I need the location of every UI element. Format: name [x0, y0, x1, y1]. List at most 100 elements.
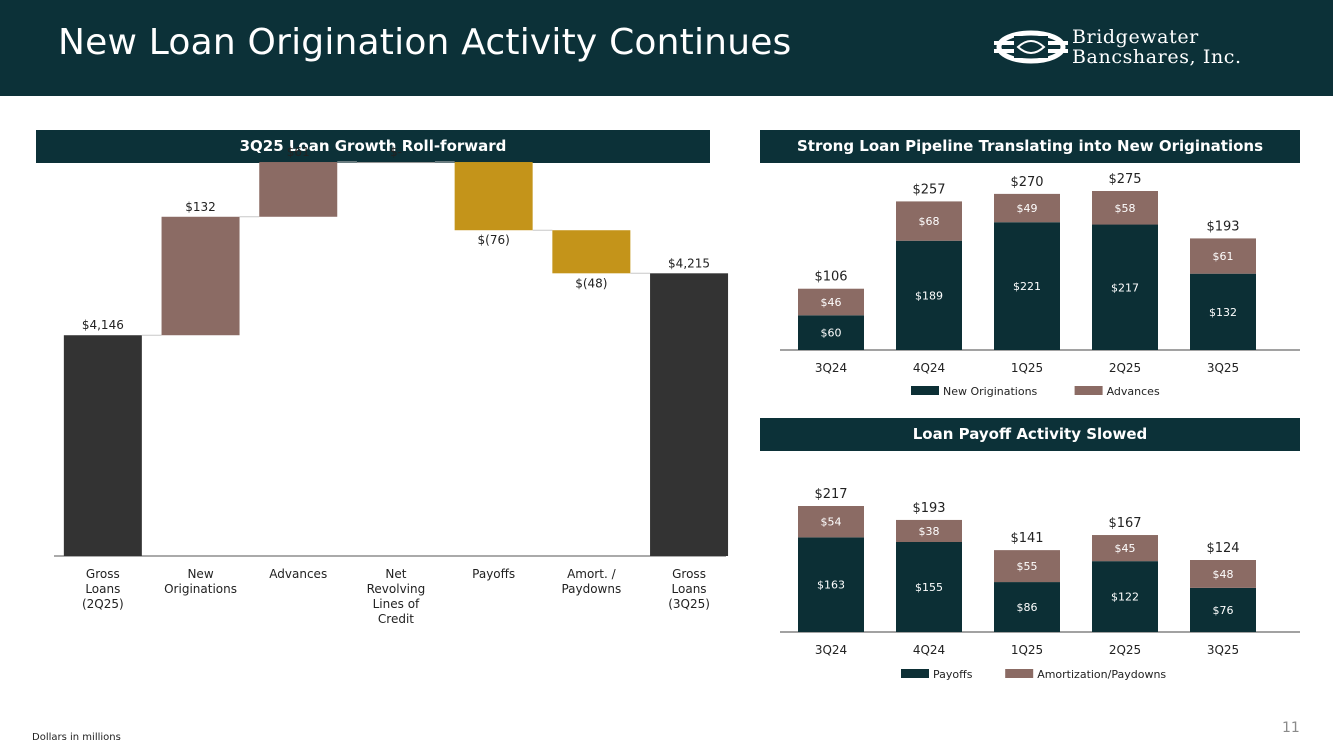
waterfall-category-label: Amort. / [567, 567, 617, 581]
total-value-label: $270 [1010, 175, 1043, 190]
total-value-label: $167 [1108, 516, 1141, 531]
stacked-bar-segment [994, 582, 1060, 632]
waterfall-category-label: Loans [85, 582, 120, 596]
stacked-bar-segment [896, 519, 962, 542]
waterfall-bar [356, 162, 435, 164]
legend-swatch [901, 669, 929, 678]
pipeline-stacked-chart: $60 $46 $106 3Q24 $189 $68 $257 4Q24 $221 $49 $270… [780, 172, 1300, 398]
total-value-label: $106 [814, 270, 847, 285]
segment-value-label: $221 [1013, 280, 1041, 293]
total-value-label: $257 [912, 182, 945, 197]
segment-value-label: $60 [821, 327, 842, 340]
segment-value-label: $49 [1017, 202, 1038, 215]
category-label: 1Q25 [1011, 643, 1043, 657]
stacked-bar-segment [798, 288, 864, 316]
total-value-label: $275 [1108, 172, 1141, 187]
stacked-bar-segment [896, 240, 962, 350]
segment-value-label: $61 [1213, 250, 1234, 263]
segment-value-label: $76 [1213, 604, 1234, 617]
waterfall-chart: $4,146GrossLoans(2Q25)$132NewOrigination… [54, 145, 729, 626]
waterfall-value-label: $(48) [575, 276, 607, 290]
waterfall-value-label: $132 [185, 200, 216, 214]
waterfall-bar [259, 162, 338, 217]
segment-value-label: $189 [915, 289, 943, 302]
waterfall-category-label: (3Q25) [668, 597, 710, 611]
category-label: 3Q25 [1207, 361, 1239, 375]
waterfall-value-label: $- [390, 145, 402, 159]
segment-value-label: $132 [1209, 306, 1237, 319]
waterfall-category-label: Originations [164, 582, 237, 596]
segment-value-label: $217 [1111, 281, 1139, 294]
segment-value-label: $46 [821, 296, 842, 309]
total-value-label: $193 [1206, 219, 1239, 234]
bridge-logo-icon [994, 30, 1068, 64]
stacked-bar-segment [896, 542, 962, 632]
stacked-bar-segment [1092, 224, 1158, 350]
waterfall-title-band: 3Q25 Loan Growth Roll-forward [36, 130, 710, 163]
legend-label: Payoffs [933, 668, 973, 681]
stacked-bar-segment [994, 550, 1060, 583]
waterfall-value-label: $4,215 [668, 256, 710, 270]
waterfall-bar [552, 230, 631, 274]
category-label: 3Q24 [815, 643, 847, 657]
legend-swatch [1005, 669, 1034, 678]
segment-value-label: $68 [919, 215, 940, 228]
stacked-bar-segment [1092, 561, 1158, 632]
waterfall-category-label: (2Q25) [82, 597, 124, 611]
waterfall-bar [454, 162, 533, 231]
stacked-bar-segment [1190, 273, 1256, 350]
payoff-stacked-chart: $163 $54 $217 3Q24 $155 $38 $193 4Q24 $86 $55 $141… [780, 487, 1300, 681]
header-bar [0, 0, 1333, 96]
waterfall-category-label: Paydowns [561, 582, 621, 596]
stacked-bar-segment [798, 315, 864, 350]
segment-value-label: $86 [1017, 601, 1038, 614]
pipeline-title-band: Strong Loan Pipeline Translating into Ne… [760, 130, 1300, 163]
segment-value-label: $55 [1017, 560, 1038, 573]
segment-value-label: $48 [1213, 568, 1234, 581]
logo-name-line1: Bridgewater [1072, 26, 1199, 48]
waterfall-category-label: New [187, 567, 213, 581]
waterfall-category-label: Gross [86, 567, 120, 581]
category-label: 3Q24 [815, 361, 847, 375]
waterfall-category-label: Payoffs [472, 567, 515, 581]
stacked-bar-segment [1190, 238, 1256, 274]
segment-value-label: $163 [817, 579, 845, 592]
waterfall-category-label: Credit [378, 612, 414, 626]
footnote: Dollars in millions [32, 732, 121, 743]
stacked-bar-segment [896, 201, 962, 241]
waterfall-category-label: Net [385, 567, 406, 581]
category-label: 4Q24 [913, 361, 945, 375]
segment-value-label: $155 [915, 581, 943, 594]
total-value-label: $217 [814, 487, 847, 502]
category-label: 2Q25 [1109, 643, 1141, 657]
stacked-bar-segment [798, 506, 864, 538]
category-label: 3Q25 [1207, 643, 1239, 657]
legend-swatch [911, 386, 939, 395]
payoff-title-band: Loan Payoff Activity Slowed [760, 418, 1300, 451]
segment-value-label: $58 [1115, 202, 1136, 215]
segment-value-label: $38 [919, 525, 940, 538]
waterfall-value-label: $61 [287, 145, 310, 159]
page-title: New Loan Origination Activity Continues [58, 22, 792, 63]
segment-value-label: $54 [821, 516, 842, 529]
category-label: 1Q25 [1011, 361, 1043, 375]
total-value-label: $124 [1206, 541, 1239, 556]
waterfall-value-label: $4,146 [82, 318, 124, 332]
category-label: 4Q24 [913, 643, 945, 657]
total-value-label: $193 [912, 501, 945, 516]
page-number: 11 [1282, 720, 1300, 736]
waterfall-bar [63, 335, 142, 556]
category-label: 2Q25 [1109, 361, 1141, 375]
stacked-bar-segment [994, 193, 1060, 223]
waterfall-category-label: Loans [672, 582, 707, 596]
segment-value-label: $45 [1115, 542, 1136, 555]
waterfall-category-label: Revolving [367, 582, 426, 596]
legend-label: New Originations [943, 385, 1038, 398]
waterfall-bar [650, 273, 729, 556]
waterfall-bar [161, 216, 240, 336]
logo-name-line2: Bancshares, Inc. [1072, 46, 1242, 68]
stacked-bar-segment [994, 222, 1060, 350]
total-value-label: $141 [1010, 531, 1043, 546]
stacked-bar-segment [1092, 191, 1158, 225]
waterfall-category-label: Advances [269, 567, 327, 581]
